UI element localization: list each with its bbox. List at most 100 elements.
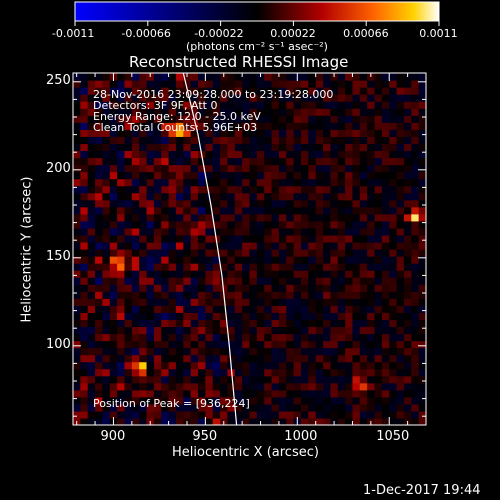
heatmap-cell bbox=[293, 396, 302, 405]
heatmap-cell bbox=[109, 319, 118, 328]
heatmap-cell bbox=[323, 340, 331, 349]
heatmap-cell bbox=[345, 87, 354, 95]
heatmap-cell bbox=[381, 206, 390, 215]
heatmap-cell bbox=[227, 291, 236, 299]
axis-ticks bbox=[73, 73, 427, 425]
heatmap-cell bbox=[403, 361, 412, 370]
heatmap-cell bbox=[352, 354, 361, 363]
heatmap-cell bbox=[161, 199, 170, 208]
heatmap-cell bbox=[381, 108, 390, 116]
heatmap-cell bbox=[124, 263, 133, 271]
heatmap-cell bbox=[124, 354, 133, 363]
heatmap-cell bbox=[168, 150, 177, 159]
heatmap-cell bbox=[220, 192, 229, 201]
heatmap-cell bbox=[345, 227, 354, 236]
heatmap-cell bbox=[220, 178, 229, 187]
heatmap-cell bbox=[139, 375, 148, 384]
heatmap-cell bbox=[396, 220, 405, 229]
heatmap-cell bbox=[278, 410, 287, 419]
heatmap-cell bbox=[271, 164, 280, 173]
heatmap-cell bbox=[146, 87, 155, 95]
heatmap-cell bbox=[109, 277, 118, 285]
heatmap-cell bbox=[198, 227, 206, 236]
heatmap-cell bbox=[278, 298, 287, 306]
heatmap-cell bbox=[403, 333, 412, 342]
heatmap-cell bbox=[396, 227, 405, 236]
heatmap-cell bbox=[374, 256, 383, 264]
heatmap-cell bbox=[256, 403, 265, 412]
heatmap-cell bbox=[374, 136, 383, 144]
heatmap-cell bbox=[73, 108, 81, 116]
heatmap-cell bbox=[117, 256, 126, 264]
heatmap-cell bbox=[242, 277, 251, 285]
heatmap-cell bbox=[124, 87, 133, 95]
heatmap-cell bbox=[308, 171, 317, 180]
colorbar-tick-label: -0.00066 bbox=[121, 27, 171, 40]
heatmap-cell bbox=[153, 80, 162, 88]
heatmap-cell bbox=[286, 115, 295, 123]
heatmap-cell bbox=[73, 263, 81, 271]
heatmap-cell bbox=[87, 403, 96, 412]
heatmap-cell bbox=[168, 101, 177, 109]
heatmap-cell bbox=[183, 312, 192, 320]
heatmap-cell bbox=[198, 234, 206, 243]
heatmap-cell bbox=[161, 185, 170, 194]
heatmap-cell bbox=[315, 220, 324, 229]
heatmap-cell bbox=[220, 157, 229, 166]
heatmap-cell bbox=[80, 403, 89, 412]
heatmap-cell bbox=[183, 340, 192, 349]
heatmap-cell bbox=[117, 185, 126, 194]
heatmap-cell bbox=[109, 80, 118, 88]
heatmap-cell bbox=[95, 263, 104, 271]
heatmap-cell bbox=[175, 375, 184, 384]
heatmap-cell bbox=[198, 122, 206, 130]
heatmap-cell bbox=[124, 361, 133, 370]
heatmap-cell bbox=[337, 185, 346, 194]
heatmap-cell bbox=[175, 129, 184, 137]
heatmap-cell bbox=[300, 270, 309, 278]
heatmap-cell bbox=[381, 171, 390, 180]
heatmap-cell bbox=[278, 291, 287, 299]
heatmap-cell bbox=[411, 80, 420, 88]
heatmap-cell bbox=[330, 340, 339, 349]
heatmap-cell bbox=[234, 80, 243, 88]
heatmap-cell bbox=[249, 178, 258, 187]
heatmap-cell bbox=[102, 417, 111, 425]
heatmap-cell bbox=[389, 375, 398, 384]
heatmap-cell bbox=[418, 199, 426, 208]
heatmap-cell bbox=[308, 87, 317, 95]
heatmap-cell bbox=[139, 73, 148, 81]
heatmap-cell bbox=[359, 164, 368, 173]
heatmap-cell bbox=[242, 150, 251, 159]
heatmap-cell bbox=[161, 192, 170, 201]
heatmap-cell bbox=[146, 115, 155, 123]
heatmap-cell bbox=[87, 333, 96, 342]
heatmap-cell bbox=[190, 192, 199, 201]
heatmap-cell bbox=[352, 403, 361, 412]
heatmap-cell bbox=[175, 417, 184, 425]
heatmap-cell bbox=[190, 94, 199, 102]
heatmap-cell bbox=[190, 206, 199, 215]
heatmap-cell bbox=[146, 164, 155, 173]
heatmap-cell bbox=[300, 129, 309, 137]
heatmap-cell bbox=[242, 354, 251, 363]
heatmap-cell bbox=[153, 136, 162, 144]
footer-timestamp: 1-Dec-2017 19:44 bbox=[363, 483, 481, 498]
heatmap-cell bbox=[337, 319, 346, 328]
heatmap-cell bbox=[389, 192, 398, 201]
heatmap-cell bbox=[278, 192, 287, 201]
heatmap-cell bbox=[359, 249, 368, 257]
heatmap-cell bbox=[220, 305, 229, 313]
heatmap-cell bbox=[168, 227, 177, 236]
heatmap-cell bbox=[411, 417, 420, 425]
heatmap-cell bbox=[161, 389, 170, 398]
heatmap-cell bbox=[264, 354, 273, 363]
heatmap-cell bbox=[242, 136, 251, 144]
heatmap-cell bbox=[381, 291, 390, 299]
heatmap-cell bbox=[190, 80, 199, 88]
heatmap-cell bbox=[161, 87, 170, 95]
heatmap-cell bbox=[183, 305, 192, 313]
heatmap-cell bbox=[220, 368, 229, 377]
heatmap-cell bbox=[175, 136, 184, 144]
heatmap-cell bbox=[183, 129, 192, 137]
